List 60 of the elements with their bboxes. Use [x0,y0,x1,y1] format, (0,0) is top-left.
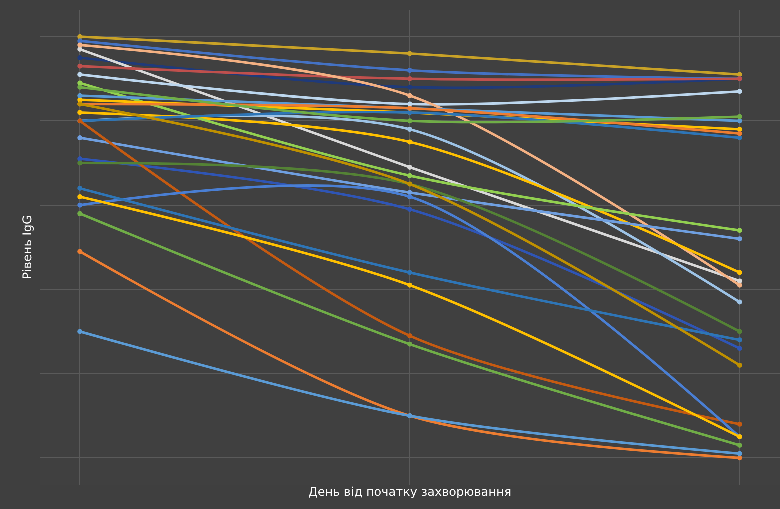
point [737,362,742,368]
point [737,270,742,276]
point [737,300,742,305]
point [78,186,83,192]
point [408,51,412,56]
point [78,38,83,44]
point [78,110,83,116]
point [408,68,412,74]
point [408,173,412,178]
point [78,72,83,78]
point [408,282,412,288]
point [78,211,83,216]
point [408,84,412,90]
point [408,270,412,276]
point [737,456,742,461]
point [408,102,412,107]
point [737,346,742,352]
point [78,249,83,254]
point [737,282,742,288]
point [737,228,742,234]
point [78,160,83,166]
x-axis-title: День від початку захворювання [308,484,512,499]
point [737,442,742,448]
point [78,42,83,48]
point [737,329,742,334]
point [78,64,83,69]
point [408,190,412,196]
point [78,55,83,60]
point [737,72,742,78]
point [737,114,742,120]
point [737,278,742,284]
point [408,164,412,170]
point [78,202,83,208]
point [737,422,742,427]
point [78,93,83,98]
point [78,135,83,140]
point [737,236,742,242]
point [737,338,742,343]
y-axis-title: Рівень IgG [20,215,34,280]
point [78,47,83,52]
point [408,118,412,124]
point [78,329,83,334]
point [737,135,742,140]
point [78,194,83,200]
point [408,194,412,200]
point [78,80,83,86]
point [78,34,83,40]
point [737,89,742,94]
point [737,127,742,132]
point [408,93,412,98]
point [408,76,412,82]
point [408,333,412,338]
point [408,127,412,132]
point [408,207,412,212]
point [737,451,742,456]
point [408,342,412,347]
point [737,131,742,136]
point [737,118,742,124]
point [78,84,83,90]
point [408,140,412,145]
